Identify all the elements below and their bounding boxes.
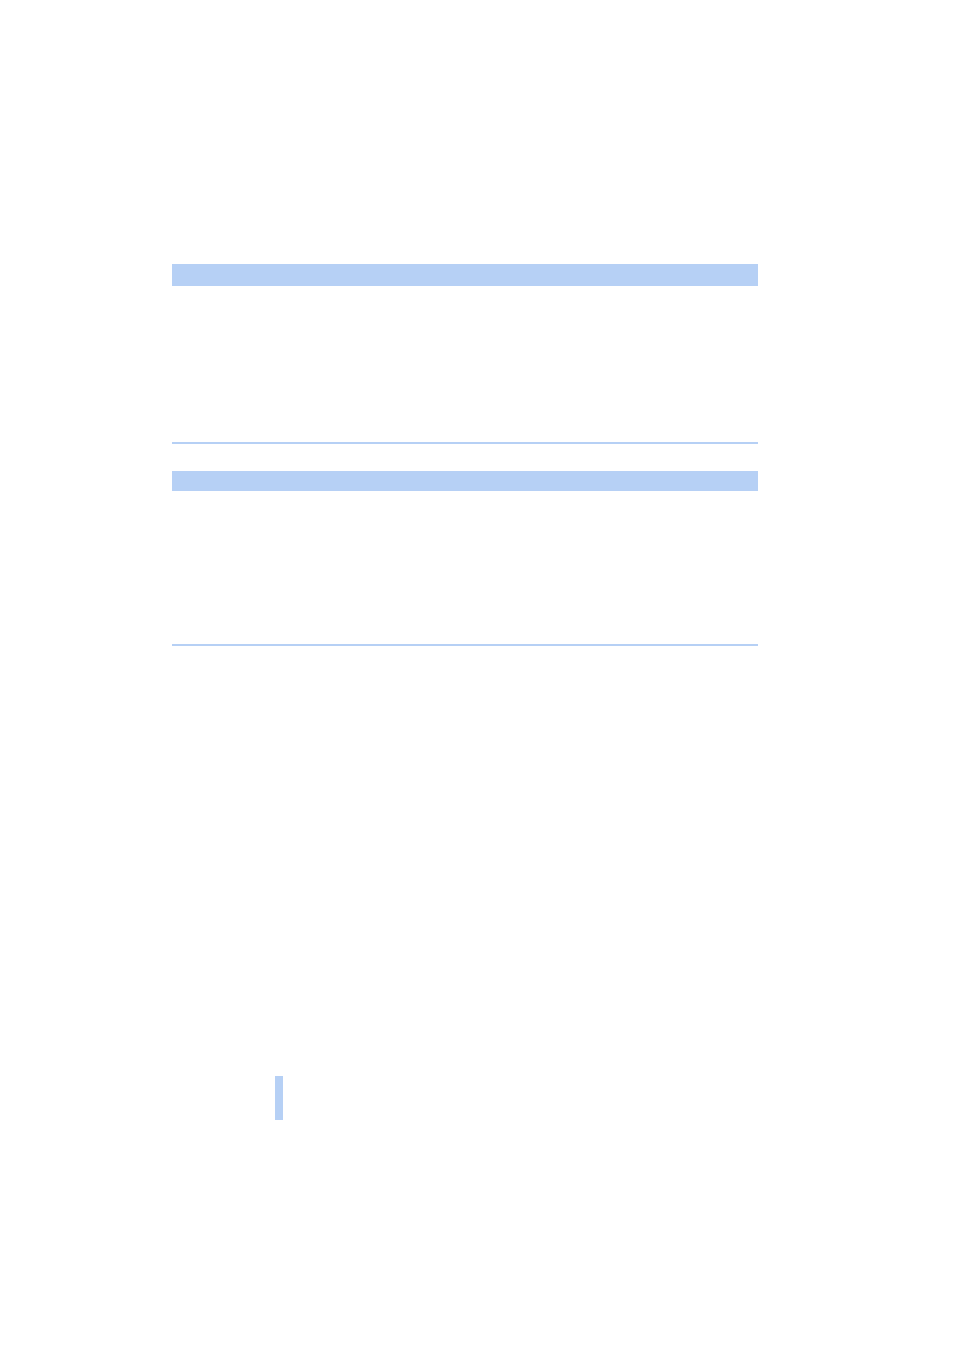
text-cursor[interactable] [275,1076,283,1120]
heading-band-2 [172,471,758,491]
section-rule-1 [172,442,758,444]
document-page [0,0,954,1351]
heading-band-1 [172,264,758,286]
section-rule-2 [172,644,758,646]
